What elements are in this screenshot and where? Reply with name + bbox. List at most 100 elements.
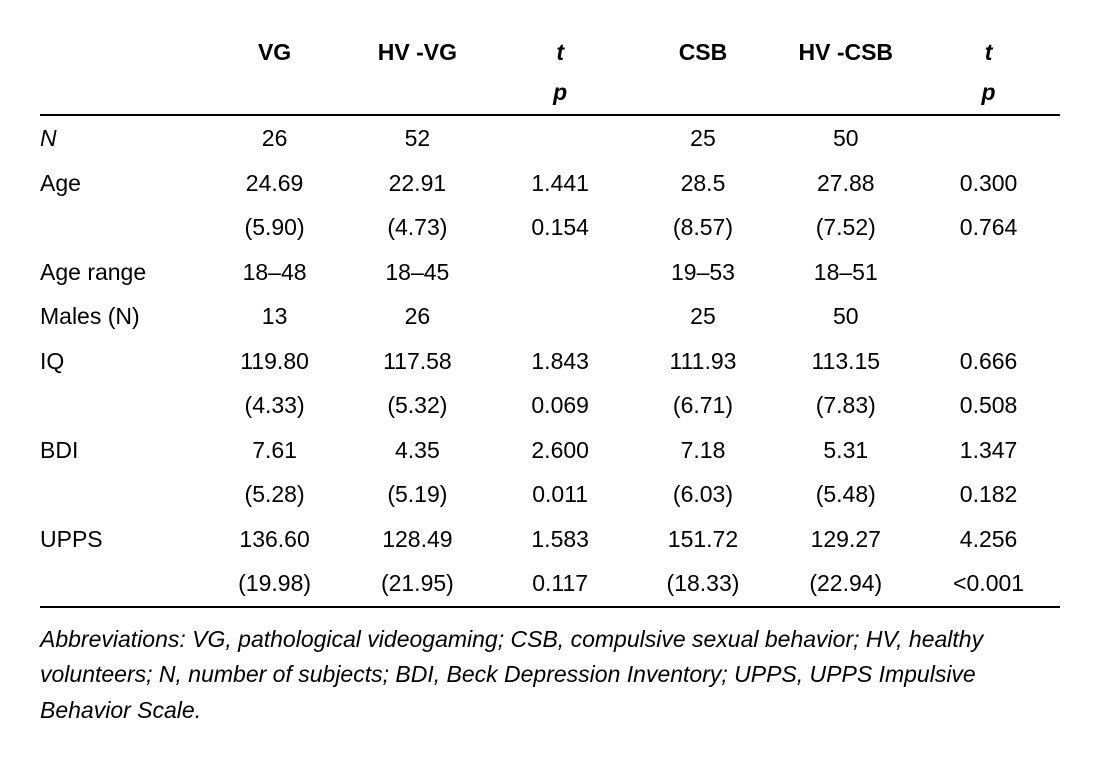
- table-body: N 26 52 25 50 Age 24.69 22.91 1.441 28.5…: [40, 115, 1060, 607]
- cell: 119.80: [203, 339, 346, 384]
- table-row: Age 24.69 22.91 1.441 28.5 27.88 0.300: [40, 161, 1060, 206]
- cell: 1.441: [489, 161, 632, 206]
- cell: 111.93: [632, 339, 775, 384]
- table-row: Males (N) 13 26 25 50: [40, 294, 1060, 339]
- cell: <0.001: [917, 561, 1060, 607]
- cell: [489, 115, 632, 161]
- cell: 24.69: [203, 161, 346, 206]
- cell: 151.72: [632, 517, 775, 562]
- cell: 0.154: [489, 205, 632, 250]
- row-label: [40, 205, 203, 250]
- cell: [489, 250, 632, 295]
- row-label: [40, 561, 203, 607]
- row-label: BDI: [40, 428, 203, 473]
- cell: 0.117: [489, 561, 632, 607]
- cell: 27.88: [774, 161, 917, 206]
- cell: 22.91: [346, 161, 489, 206]
- table-row: N 26 52 25 50: [40, 115, 1060, 161]
- row-label: UPPS: [40, 517, 203, 562]
- table-row: (19.98) (21.95) 0.117 (18.33) (22.94) <0…: [40, 561, 1060, 607]
- cell: 7.18: [632, 428, 775, 473]
- cell: 7.61: [203, 428, 346, 473]
- cell: 28.5: [632, 161, 775, 206]
- row-label: IQ: [40, 339, 203, 384]
- table-row: (5.28) (5.19) 0.011 (6.03) (5.48) 0.182: [40, 472, 1060, 517]
- cell: 19–53: [632, 250, 775, 295]
- col-subheader: [774, 75, 917, 116]
- table-header: VG HV -VG t CSB HV -CSB t p p: [40, 30, 1060, 115]
- cell: 0.764: [917, 205, 1060, 250]
- cell: 113.15: [774, 339, 917, 384]
- cell: 13: [203, 294, 346, 339]
- cell: (5.28): [203, 472, 346, 517]
- col-subheader: [346, 75, 489, 116]
- cell: [489, 294, 632, 339]
- cell: [917, 250, 1060, 295]
- cell: 18–48: [203, 250, 346, 295]
- cell: 0.011: [489, 472, 632, 517]
- col-subheader: p: [489, 75, 632, 116]
- table-row: (4.33) (5.32) 0.069 (6.71) (7.83) 0.508: [40, 383, 1060, 428]
- cell: [917, 115, 1060, 161]
- cell: 50: [774, 294, 917, 339]
- cell: (7.83): [774, 383, 917, 428]
- table-row: Age range 18–48 18–45 19–53 18–51: [40, 250, 1060, 295]
- cell: (6.71): [632, 383, 775, 428]
- cell: 4.35: [346, 428, 489, 473]
- col-header: HV -VG: [346, 30, 489, 75]
- cell: 0.508: [917, 383, 1060, 428]
- cell: 18–45: [346, 250, 489, 295]
- cell: 26: [346, 294, 489, 339]
- cell: 1.583: [489, 517, 632, 562]
- cell: 26: [203, 115, 346, 161]
- col-header: t: [489, 30, 632, 75]
- cell: (21.95): [346, 561, 489, 607]
- cell: 117.58: [346, 339, 489, 384]
- row-label: [40, 472, 203, 517]
- cell: (5.90): [203, 205, 346, 250]
- cell: 0.300: [917, 161, 1060, 206]
- cell: 5.31: [774, 428, 917, 473]
- row-label: Age: [40, 161, 203, 206]
- cell: 1.347: [917, 428, 1060, 473]
- table-footnote: Abbreviations: VG, pathological videogam…: [40, 622, 1060, 729]
- cell: 25: [632, 294, 775, 339]
- col-subheader: [632, 75, 775, 116]
- cell: (5.19): [346, 472, 489, 517]
- demographics-table: VG HV -VG t CSB HV -CSB t p p N 26 52 25…: [40, 30, 1060, 608]
- col-header: HV -CSB: [774, 30, 917, 75]
- cell: 52: [346, 115, 489, 161]
- cell: (7.52): [774, 205, 917, 250]
- col-subheader: p: [917, 75, 1060, 116]
- col-header: [40, 30, 203, 75]
- cell: (19.98): [203, 561, 346, 607]
- col-header: VG: [203, 30, 346, 75]
- cell: (22.94): [774, 561, 917, 607]
- cell: 128.49: [346, 517, 489, 562]
- cell: (5.48): [774, 472, 917, 517]
- row-label: N: [40, 115, 203, 161]
- table-row: IQ 119.80 117.58 1.843 111.93 113.15 0.6…: [40, 339, 1060, 384]
- cell: 0.069: [489, 383, 632, 428]
- cell: 129.27: [774, 517, 917, 562]
- col-header: t: [917, 30, 1060, 75]
- cell: (4.73): [346, 205, 489, 250]
- cell: 4.256: [917, 517, 1060, 562]
- cell: (6.03): [632, 472, 775, 517]
- cell: 50: [774, 115, 917, 161]
- cell: 0.182: [917, 472, 1060, 517]
- cell: (8.57): [632, 205, 775, 250]
- table-row: BDI 7.61 4.35 2.600 7.18 5.31 1.347: [40, 428, 1060, 473]
- row-label: Males (N): [40, 294, 203, 339]
- cell: (18.33): [632, 561, 775, 607]
- table-row: (5.90) (4.73) 0.154 (8.57) (7.52) 0.764: [40, 205, 1060, 250]
- cell: 18–51: [774, 250, 917, 295]
- cell: (4.33): [203, 383, 346, 428]
- col-header: CSB: [632, 30, 775, 75]
- cell: (5.32): [346, 383, 489, 428]
- cell: 1.843: [489, 339, 632, 384]
- row-label: Age range: [40, 250, 203, 295]
- cell: 0.666: [917, 339, 1060, 384]
- cell: 136.60: [203, 517, 346, 562]
- col-subheader: [40, 75, 203, 116]
